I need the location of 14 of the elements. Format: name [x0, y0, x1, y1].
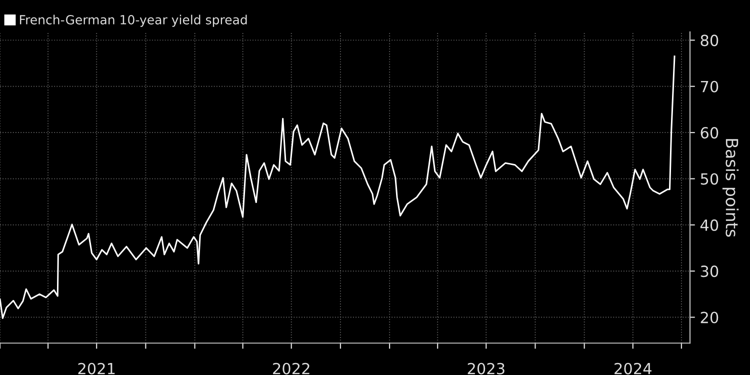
- y-tick-label: 40: [700, 219, 718, 231]
- y-tick-label: 30: [700, 266, 718, 278]
- line-series: [0, 56, 676, 319]
- x-tick-label: 2022: [273, 362, 310, 374]
- y-tick-label: 70: [700, 80, 718, 92]
- x-tick-label: 2021: [78, 362, 115, 374]
- x-tick-label: 2024: [614, 362, 652, 374]
- y-tick-label: 60: [700, 127, 718, 139]
- y-axis-title: Basis points: [722, 139, 739, 237]
- legend-label: French-German 10-year yield spread: [20, 14, 247, 27]
- y-tick-label: 50: [700, 173, 718, 185]
- y-tick-label: 80: [700, 34, 718, 46]
- x-tick-label: 2023: [468, 362, 504, 374]
- y-tick-label: 20: [700, 312, 718, 324]
